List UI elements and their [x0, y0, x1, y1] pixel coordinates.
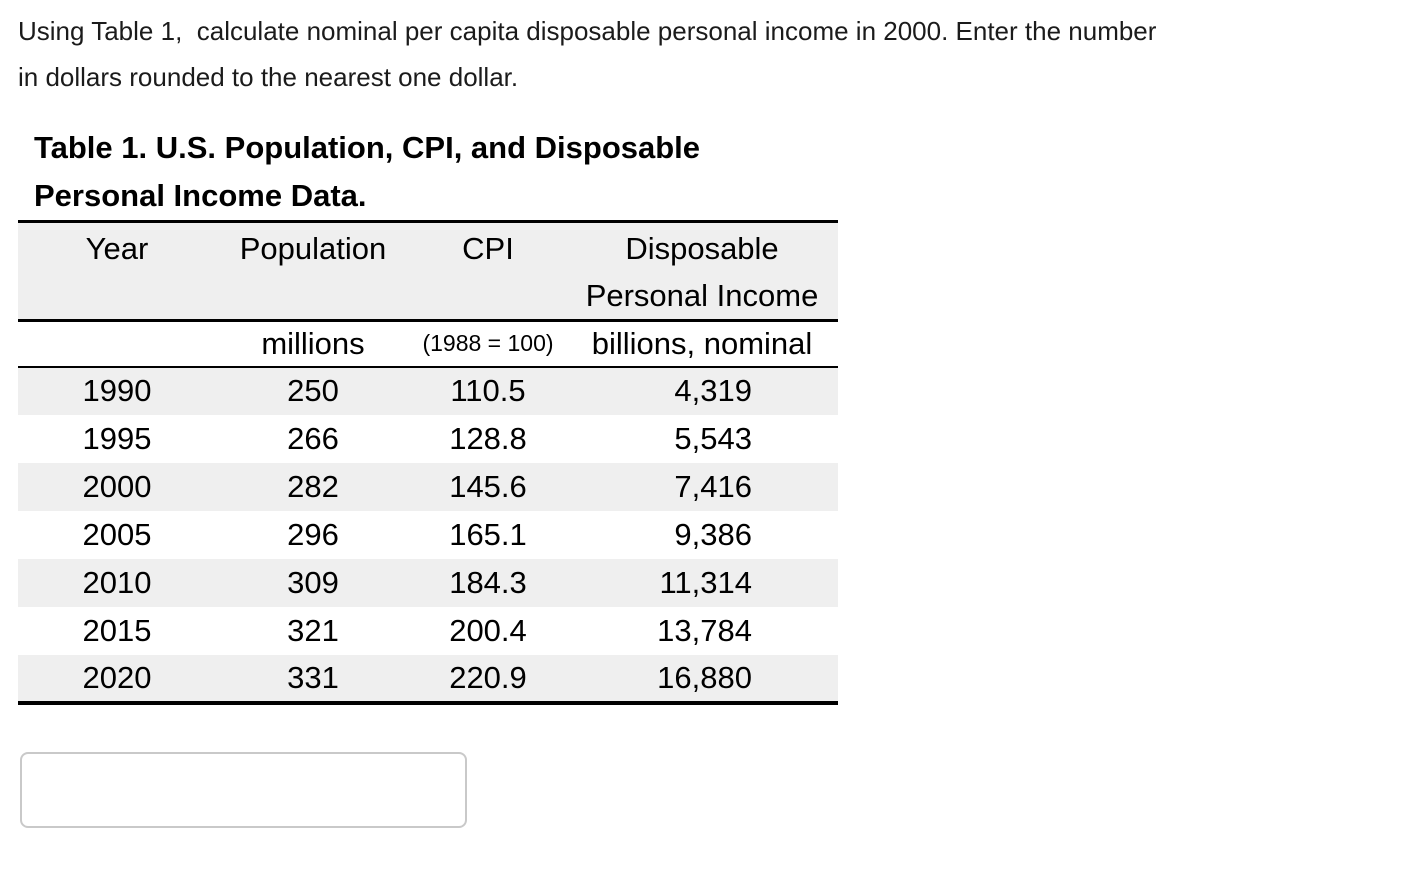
- table-cell: 2000: [82, 468, 152, 504]
- table-cell: 250: [287, 373, 339, 408]
- quiz-page: Using Table 1, calculate nominal per cap…: [0, 8, 1412, 828]
- answer-input[interactable]: [20, 751, 467, 828]
- table-cell: 321: [287, 612, 339, 648]
- table-units-row: millions (1988 = 100) billions, nominal: [18, 320, 838, 368]
- data-table: Year Population CPI Disposable Personal …: [18, 220, 838, 705]
- unit-population: millions: [216, 320, 410, 368]
- table-title: Table 1. U.S. Population, CPI, and Dispo…: [34, 130, 701, 213]
- table-row: 2010 309 184.3 11,314: [18, 558, 838, 607]
- table-cell: 296: [287, 516, 339, 552]
- table-row: 1990 250 110.5 4,319: [18, 366, 838, 415]
- table-cell: 9,386: [674, 516, 752, 552]
- unit-income: billions, nominal: [566, 320, 838, 368]
- table-cell: 1990: [82, 373, 152, 408]
- table-cell: 220.9: [449, 659, 527, 695]
- table-cell: 2010: [82, 564, 152, 600]
- table-cell: 2005: [82, 516, 152, 552]
- table-cell: 13,784: [657, 612, 752, 648]
- header-cpi: CPI: [410, 221, 566, 322]
- table-cell: 184.3: [449, 564, 527, 600]
- header-population: Population: [216, 221, 410, 322]
- table-row: 2015 321 200.4 13,784: [18, 607, 838, 655]
- header-disposable-personal-income: Disposable Personal Income: [566, 221, 838, 322]
- table-body: 1990 250 110.5 4,319 1995 266 128.8 5,543 2000 28…: [18, 366, 838, 703]
- table-cell: 2015: [82, 612, 152, 648]
- table-cell: 165.1: [449, 516, 527, 552]
- header-year: Year: [18, 221, 216, 322]
- table-row: 2000 282 145.6 7,416: [18, 462, 838, 511]
- table-cell: 128.8: [449, 420, 527, 456]
- table-cell: 1995: [82, 420, 152, 456]
- table-cell: 16,880: [657, 659, 752, 695]
- table-cell: 2020: [82, 659, 152, 695]
- table-cell: 309: [287, 564, 339, 600]
- table-cell: 11,314: [659, 564, 752, 600]
- table-cell: 282: [287, 468, 339, 504]
- table-cell: 110.5: [450, 373, 526, 408]
- unit-cpi: (1988 = 100): [410, 320, 566, 368]
- table-row: 2020 331 220.9 16,880: [18, 654, 838, 703]
- table-cell: 4,319: [674, 373, 752, 408]
- table-cell: 7,416: [674, 468, 752, 504]
- table-cell: 145.6: [449, 468, 527, 504]
- table-row: 1995 266 128.8 5,543: [18, 415, 838, 463]
- table-cell: 266: [287, 420, 339, 456]
- table-cell: 331: [287, 659, 339, 695]
- table-row: 2005 296 165.1 9,386: [18, 511, 838, 559]
- table-header-row: Year Population CPI Disposable Personal …: [18, 221, 838, 322]
- table-1-section: Table 1. U.S. Population, CPI, and Dispo…: [0, 124, 1412, 705]
- question-text: Using Table 1, calculate nominal per cap…: [18, 16, 1157, 92]
- table-cell: 200.4: [449, 612, 527, 648]
- table-cell: 5,543: [674, 420, 752, 456]
- unit-year: [18, 320, 216, 368]
